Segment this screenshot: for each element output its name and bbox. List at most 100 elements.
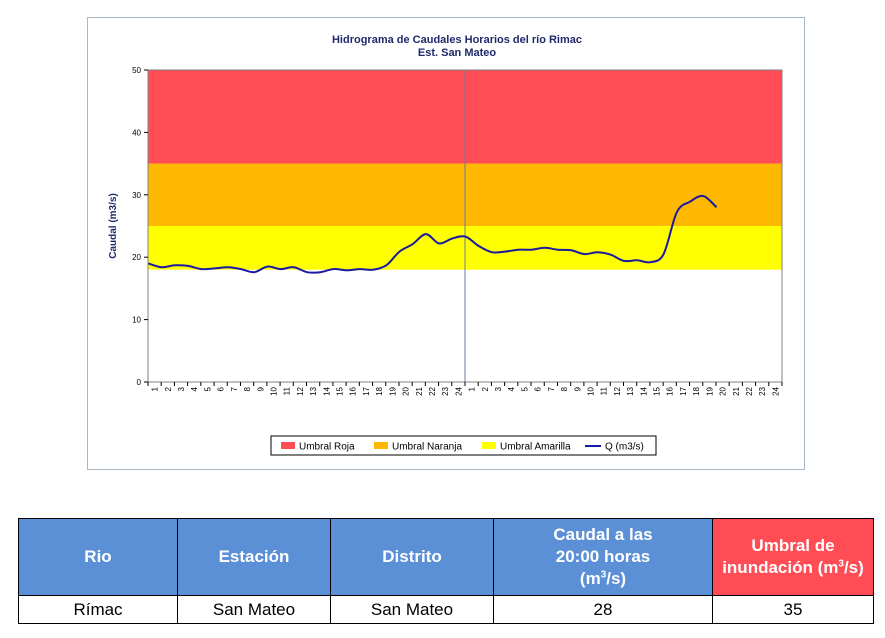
chart-subtitle: Est. San Mateo (418, 47, 497, 59)
series-point-0-41 (689, 201, 691, 203)
series-point-0-16 (359, 268, 361, 270)
series-point-0-8 (253, 271, 255, 273)
header-rio: Rio (18, 518, 178, 596)
y-tick-label-3: 30 (132, 191, 141, 200)
series-point-0-26 (491, 251, 493, 253)
series-point-0-21 (425, 233, 427, 235)
x-tick-label-14: 15 (336, 386, 345, 395)
x-tick-label-4: 5 (203, 386, 212, 391)
series-point-0-32 (570, 250, 572, 252)
x-tick-label-0: 1 (151, 386, 160, 391)
series-point-0-33 (584, 253, 586, 255)
series-point-0-36 (623, 260, 625, 262)
series-point-0-3 (187, 265, 189, 267)
x-tick-label-36: 13 (626, 386, 635, 395)
y-tick-label-2: 20 (132, 253, 141, 262)
series-point-0-6 (227, 266, 229, 268)
series-point-0-24 (465, 236, 467, 238)
x-tick-label-37: 14 (639, 386, 648, 395)
series-point-0-0 (148, 263, 150, 265)
cell-umbral: 35 (712, 595, 874, 624)
x-tick-label-42: 19 (705, 386, 714, 395)
series-point-0-19 (399, 251, 401, 253)
header-caudal-label: Caudal a las 20:00 horas (553, 525, 653, 566)
x-tick-label-44: 21 (732, 386, 741, 395)
x-tick-label-9: 10 (269, 386, 278, 395)
legend-label-0: Umbral Roja (299, 442, 355, 453)
x-tick-label-21: 22 (428, 386, 437, 395)
series-point-0-11 (293, 266, 295, 268)
x-tick-label-11: 12 (296, 386, 305, 395)
header-caudal: Caudal a las 20:00 horas (m3/s) (493, 518, 713, 596)
table-row: Rímac San Mateo San Mateo 28 35 (18, 595, 874, 624)
series-point-0-12 (306, 271, 308, 273)
x-tick-label-28: 5 (520, 386, 529, 391)
x-tick-label-41: 18 (692, 386, 701, 395)
x-tick-label-19: 20 (402, 386, 411, 395)
x-tick-label-6: 7 (230, 386, 239, 391)
series-point-0-20 (412, 243, 414, 245)
series-point-0-17 (372, 269, 374, 271)
header-caudal-unit: (m3/s) (579, 569, 627, 588)
series-point-0-34 (597, 251, 599, 253)
x-tick-label-25: 2 (481, 386, 490, 391)
x-tick-label-46: 23 (758, 386, 767, 395)
series-point-0-29 (531, 249, 533, 251)
x-tick-label-43: 20 (719, 386, 728, 395)
series-point-0-10 (280, 268, 282, 270)
cell-estacion: San Mateo (177, 595, 331, 624)
series-point-0-38 (650, 261, 652, 263)
x-tick-label-1: 2 (164, 386, 173, 391)
x-tick-label-16: 17 (362, 386, 371, 395)
series-point-0-25 (478, 245, 480, 247)
x-tick-label-39: 16 (666, 386, 675, 395)
x-tick-label-13: 14 (322, 386, 331, 395)
y-tick-label-0: 0 (137, 378, 142, 387)
header-umbral-label: Umbral de inundación (722, 536, 835, 577)
x-tick-label-12: 13 (309, 386, 318, 395)
series-point-0-39 (663, 253, 665, 255)
x-tick-label-5: 6 (217, 386, 226, 391)
series-point-0-35 (610, 254, 612, 256)
x-tick-label-34: 11 (600, 386, 609, 395)
x-tick-label-23: 24 (454, 386, 463, 395)
x-tick-label-20: 21 (415, 386, 424, 395)
hydrograph-chart: Hidrograma de Caudales Horarios del río … (108, 34, 783, 456)
legend-swatch-1 (374, 442, 388, 449)
series-point-0-7 (240, 268, 242, 270)
series-point-0-5 (214, 268, 216, 270)
legend-swatch-2 (482, 442, 496, 449)
x-tick-label-17: 18 (375, 386, 384, 395)
series-point-0-13 (319, 271, 321, 273)
series-point-0-31 (557, 249, 559, 251)
series-point-0-9 (267, 266, 269, 268)
x-tick-label-8: 9 (256, 386, 265, 391)
x-tick-label-18: 19 (388, 386, 397, 395)
cell-distrito: San Mateo (330, 595, 494, 624)
table-header-row: Rio Estación Distrito Caudal a las 20:00… (18, 518, 874, 596)
legend-label-1: Umbral Naranja (392, 442, 462, 453)
series-line-0 (148, 194, 718, 274)
y-tick-label-4: 40 (132, 128, 141, 137)
header-estacion: Estación (177, 518, 331, 596)
legend-label-2: Umbral Amarilla (500, 442, 571, 453)
x-tick-label-30: 7 (547, 386, 556, 391)
series-point-0-28 (518, 249, 520, 251)
series-point-0-27 (504, 251, 506, 253)
y-axis-title: Caudal (m3/s) (108, 193, 119, 259)
x-tick-label-47: 24 (771, 386, 780, 395)
y-tick-label-5: 50 (132, 66, 141, 75)
x-tick-label-45: 22 (745, 386, 754, 395)
series-point-0-43 (716, 206, 718, 208)
header-umbral: Umbral de inundación (m3/s) (712, 518, 874, 596)
series-point-0-14 (333, 268, 335, 270)
x-tick-label-7: 8 (243, 386, 252, 391)
x-tick-label-32: 9 (573, 386, 582, 391)
x-tick-label-40: 17 (679, 386, 688, 395)
series-point-0-37 (636, 260, 638, 262)
series-point-0-22 (438, 243, 440, 245)
cell-rio: Rímac (18, 595, 178, 624)
x-tick-label-10: 11 (283, 386, 292, 395)
x-tick-label-26: 3 (494, 386, 503, 391)
series-point-0-1 (161, 266, 163, 268)
